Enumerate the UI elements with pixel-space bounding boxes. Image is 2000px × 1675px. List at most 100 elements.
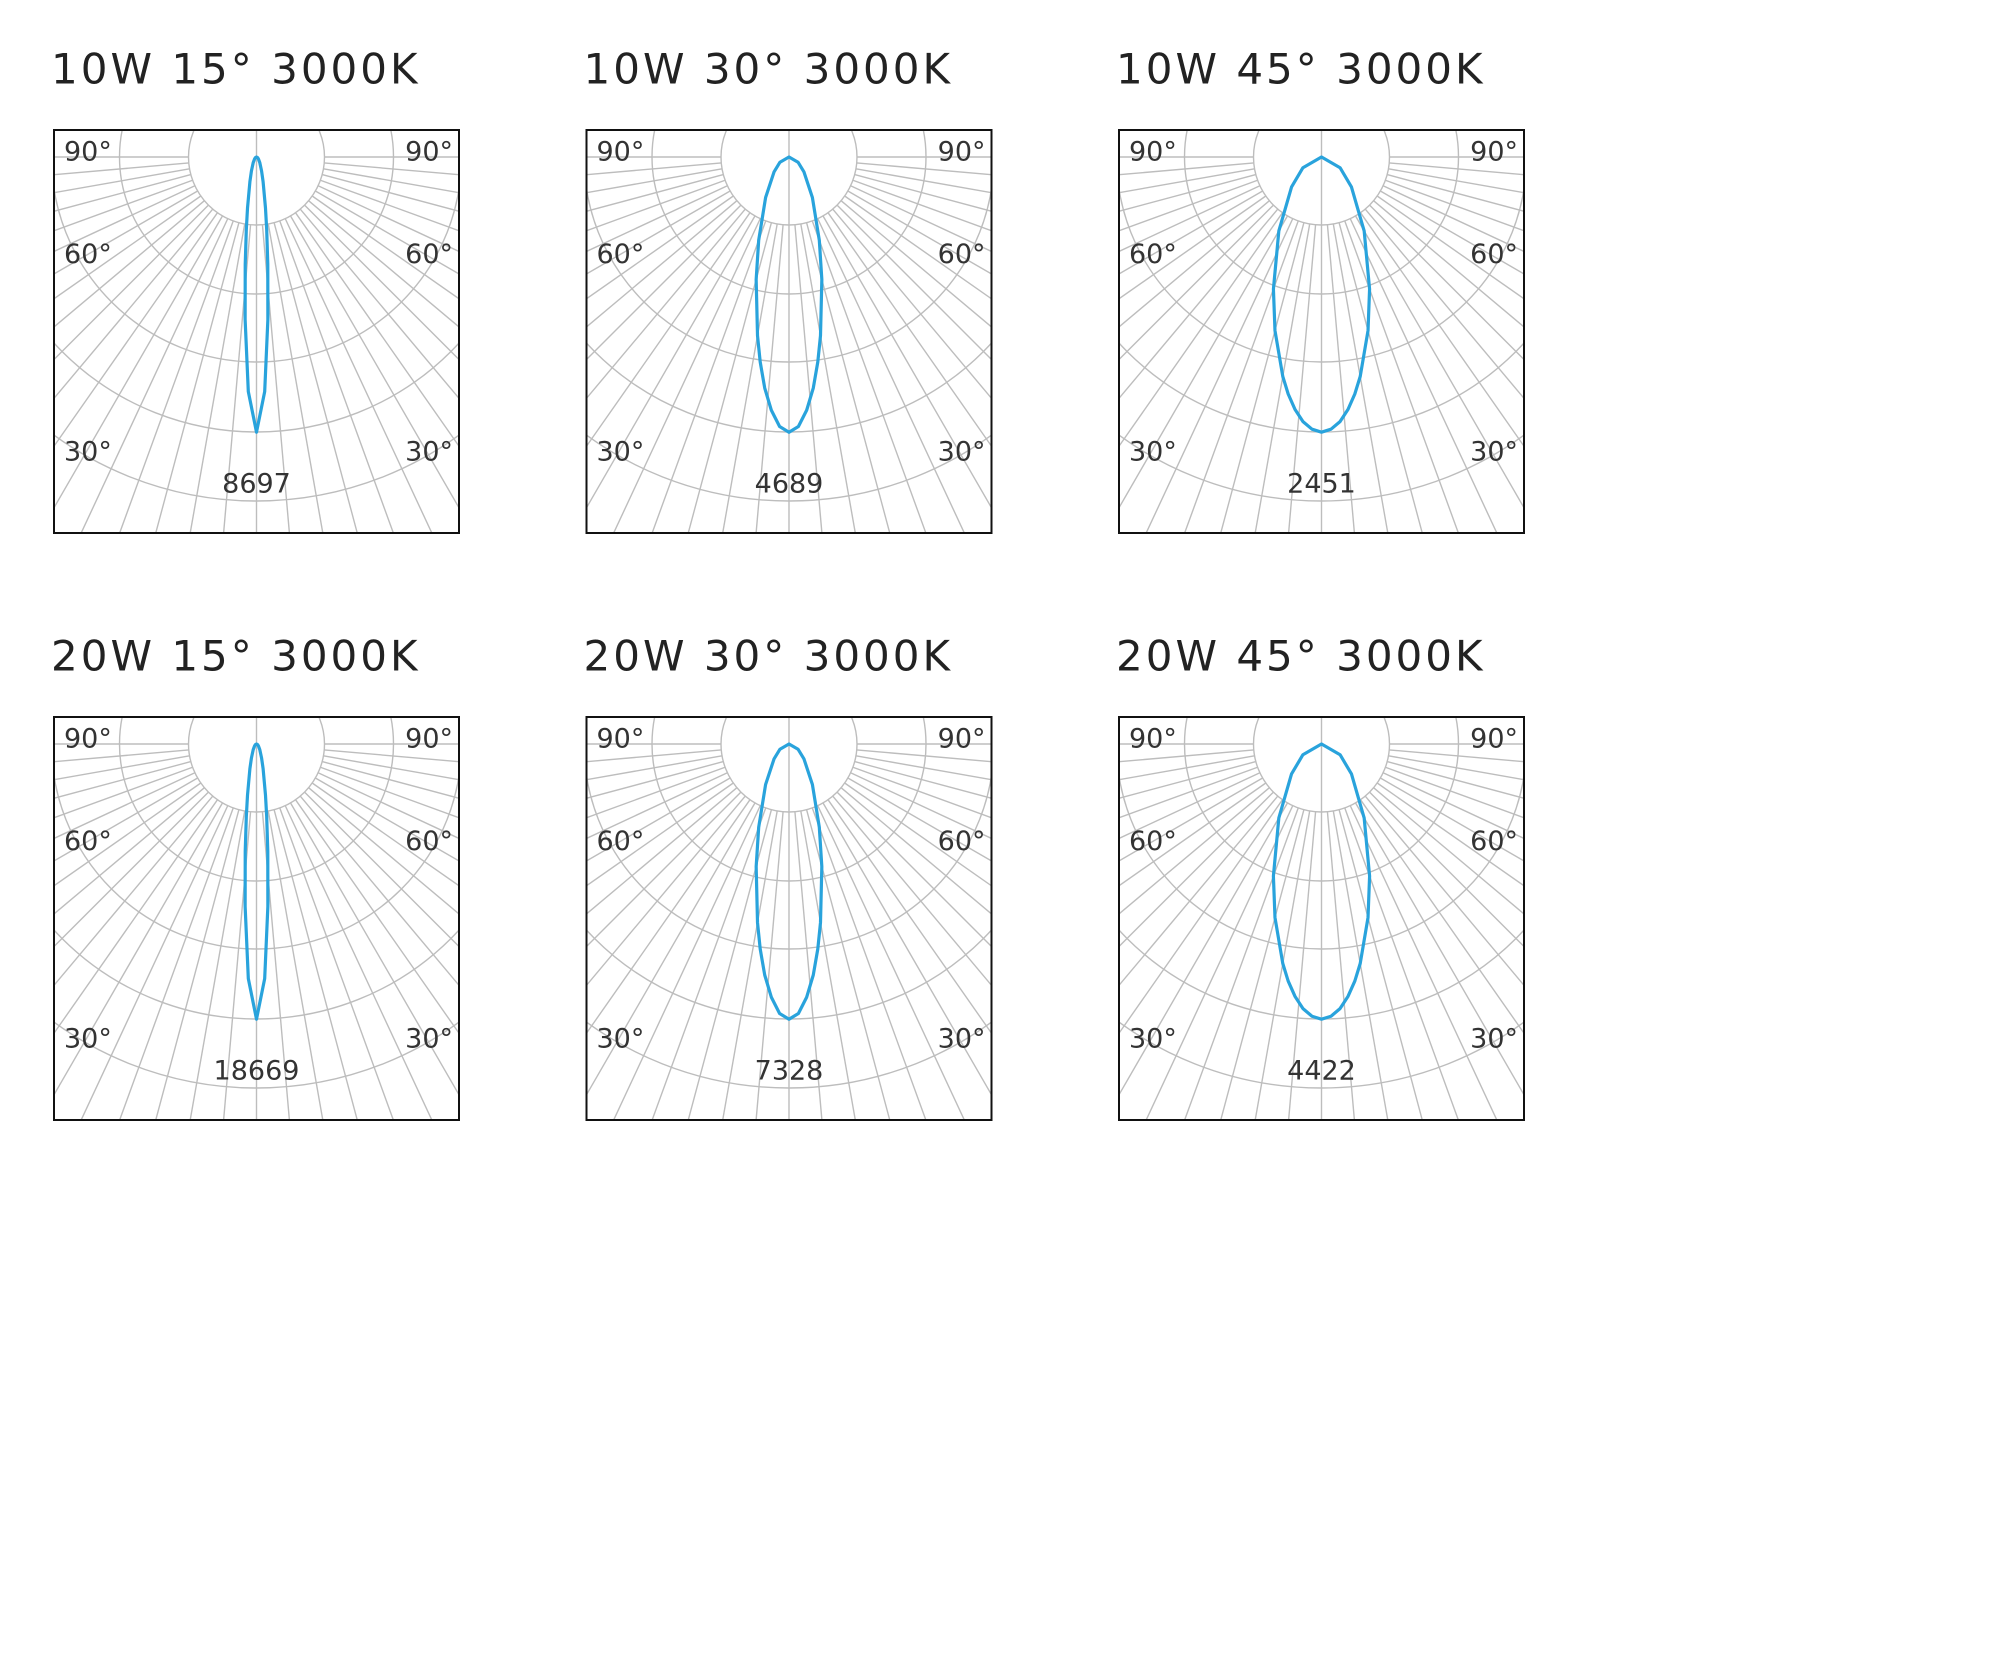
angle-tick-label: 30° [1470, 1024, 1518, 1055]
angle-tick-label: 60° [1470, 239, 1518, 270]
grid-line [155, 809, 240, 1120]
grid-line [1376, 195, 1524, 300]
grid-line [586, 185, 728, 253]
grid-line [118, 807, 234, 1120]
angle-grid-line [54, 777, 198, 862]
grid-line [273, 809, 358, 1120]
chart-title: 20W 30° 3000K [584, 632, 954, 681]
grid-line [805, 222, 891, 533]
grid-line [1119, 185, 1261, 253]
angle-grid-line [1380, 777, 1524, 862]
grid-line [323, 755, 459, 781]
grid-line [1338, 222, 1423, 533]
grid-line [299, 795, 459, 987]
chart-frame [53, 129, 460, 534]
angle-tick-label: 90° [1129, 137, 1177, 168]
angle-grid-line [822, 802, 992, 1097]
angle-tick-label: 30° [405, 1024, 453, 1055]
grid-line [323, 168, 459, 194]
grid-line [755, 224, 784, 533]
angle-tick-label: 30° [938, 1024, 986, 1055]
chart-title: 20W 45° 3000K [1116, 632, 1486, 681]
angle-tick-label: 30° [1470, 437, 1518, 468]
grid-line [54, 195, 202, 300]
angle-grid-line [822, 215, 992, 510]
grid-line [324, 749, 459, 763]
grid-line [1369, 791, 1524, 948]
angle-grid-line [1119, 190, 1263, 275]
polar-chart: 10W 15° 3000K 90° 90° 60° 60° 30° 30° 8697 [51, 45, 460, 534]
polar-chart: 10W 45° 3000K 90° 90° 60° 60° 30° 30° 2451 [1116, 45, 1525, 534]
angle-tick-label: 90° [597, 724, 645, 755]
grid-line [811, 220, 927, 533]
grid-line [1332, 810, 1389, 1120]
grid-line [261, 811, 291, 1120]
grid-line [832, 795, 992, 987]
grid-line [304, 791, 459, 948]
angle-tick-label: 90° [938, 137, 986, 168]
angle-grid-line [54, 802, 224, 1097]
angle-grid-line [1119, 802, 1289, 1097]
grid-line [844, 782, 992, 887]
angle-tick-label: 30° [405, 437, 453, 468]
grid-line [118, 220, 234, 533]
grid-line [1389, 162, 1524, 176]
angle-tick-label: 60° [1129, 826, 1177, 857]
angle-tick-label: 30° [597, 1024, 645, 1055]
angle-grid-line [586, 802, 756, 1097]
grid-line [273, 222, 358, 533]
grid-line [1119, 168, 1255, 194]
angle-tick-label: 90° [938, 724, 986, 755]
angle-tick-label: 60° [64, 826, 112, 857]
grid-line [279, 220, 395, 533]
chart-title: 20W 15° 3000K [51, 632, 421, 681]
grid-line [1364, 795, 1524, 987]
chart-frame [585, 716, 993, 1121]
grid-line [304, 204, 459, 361]
intensity-curve [243, 742, 270, 1021]
grid-line [299, 208, 459, 400]
grid-line [721, 810, 778, 1120]
grid-line [267, 223, 324, 533]
chart-title: 10W 15° 3000K [51, 45, 421, 94]
angle-tick-label: 30° [938, 437, 986, 468]
grid-line [294, 799, 459, 1035]
grid-line [1369, 204, 1524, 361]
angle-tick-label: 90° [1129, 724, 1177, 755]
grid-line [586, 799, 751, 1035]
grid-line [54, 782, 202, 887]
grid-line [855, 755, 992, 781]
grid-line [54, 766, 193, 819]
grid-line [54, 162, 189, 176]
grid-line [854, 173, 992, 212]
grid-line [612, 805, 761, 1120]
grid-line [54, 760, 191, 799]
grid-line [1119, 760, 1256, 799]
angle-tick-label: 60° [1129, 239, 1177, 270]
angle-grid-line [1354, 802, 1524, 1097]
grid [54, 717, 459, 1120]
grid-line [54, 772, 196, 840]
grid-line [1119, 799, 1284, 1035]
angle-tick-label: 90° [405, 137, 453, 168]
angle-grid-line [1119, 215, 1289, 510]
angle-tick-label: 30° [64, 1024, 112, 1055]
grid-line [1326, 811, 1356, 1120]
angle-tick-label: 90° [64, 724, 112, 755]
grid-line [1359, 212, 1524, 448]
grid-line [1220, 222, 1305, 533]
grid-line [852, 179, 992, 232]
angle-tick-label: 60° [405, 826, 453, 857]
grid-line [586, 173, 724, 212]
grid-line [1373, 200, 1524, 328]
grid-line [817, 218, 966, 533]
polar-chart: 20W 30° 3000K 90° 90° 60° 60° 30° 30° 7328 [584, 632, 993, 1121]
angle-tick-label: 60° [597, 826, 645, 857]
grid-line [1373, 787, 1524, 915]
grid-line [586, 787, 738, 915]
angle-tick-label: 60° [64, 239, 112, 270]
grid-line [852, 766, 992, 819]
grid-line [1220, 809, 1305, 1120]
grid-line [317, 185, 459, 253]
angle-grid-line [586, 215, 756, 510]
